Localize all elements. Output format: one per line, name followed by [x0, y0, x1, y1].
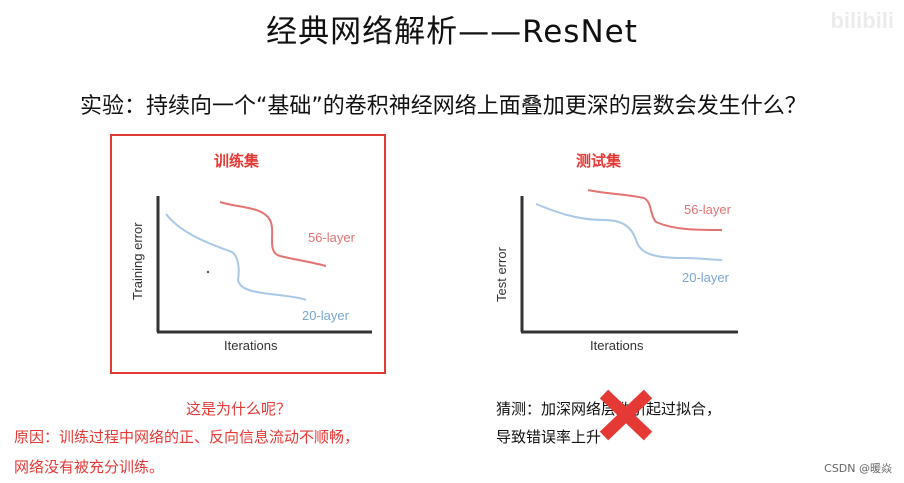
- train-error-chart: Training error Iterations 56-layer 20-la…: [130, 196, 372, 353]
- train-panel-label: 训练集: [214, 152, 260, 170]
- series-20-layer-line: [535, 203, 723, 261]
- guess-line-2: 导致错误率上升: [496, 428, 602, 446]
- series-56-layer-line: [587, 189, 723, 231]
- series-20-layer-label: 20-layer: [682, 270, 730, 285]
- reason-line-2: 网络没有被充分训练。: [14, 458, 165, 476]
- series-56-layer-label: 56-layer: [308, 230, 356, 245]
- series-56-layer-line: [219, 201, 327, 267]
- credit-text: CSDN @暖焱: [824, 462, 892, 475]
- x-axis-label: Iterations: [590, 338, 644, 353]
- x-axis-label: Iterations: [224, 338, 278, 353]
- why-question: 这是为什么呢？: [186, 400, 292, 418]
- series-56-layer-label: 56-layer: [684, 202, 732, 217]
- cross-mark-icon: [599, 389, 653, 441]
- guess-line-1: 猜测：加深网络层数引起过拟合，: [496, 400, 722, 418]
- bilibili-watermark: bilibili: [830, 8, 894, 33]
- series-20-layer-label: 20-layer: [302, 308, 350, 323]
- y-axis-label: Test error: [494, 246, 509, 302]
- page-title: 经典网络解析——ResNet: [266, 14, 638, 50]
- test-panel-label: 测试集: [576, 152, 622, 170]
- y-axis-label: Training error: [130, 222, 145, 300]
- series-20-layer-line: [165, 213, 307, 301]
- test-error-chart: Test error Iterations 56-layer 20-layer: [494, 189, 738, 353]
- stray-dot: [206, 270, 210, 274]
- reason-line-1: 原因：训练过程中网络的正、反向信息流动不顺畅，: [14, 428, 360, 446]
- question-text: 实验：持续向一个“基础”的卷积神经网络上面叠加更深的层数会发生什么？: [80, 94, 807, 119]
- train-panel-frame: [110, 134, 386, 374]
